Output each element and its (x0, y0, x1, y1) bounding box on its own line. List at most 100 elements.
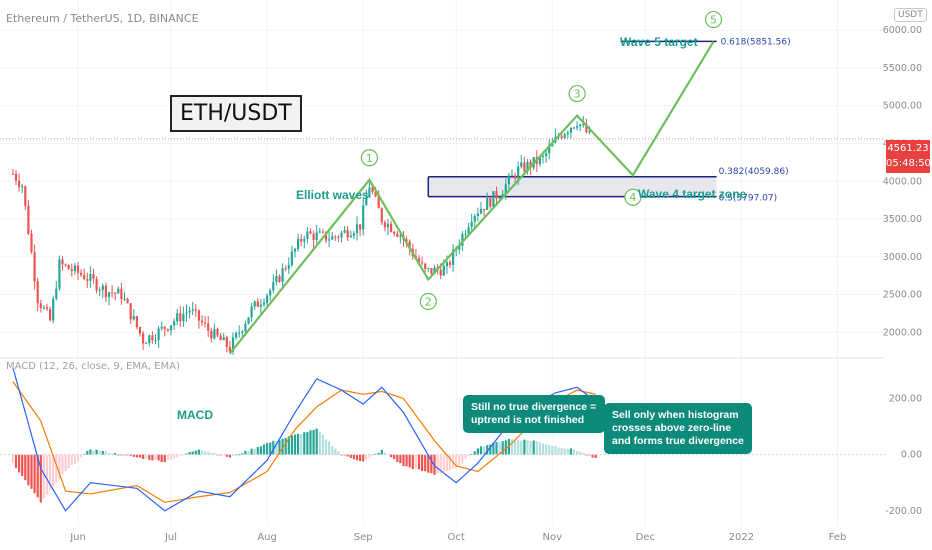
histogram-bar (417, 454, 421, 470)
candle-body (321, 231, 324, 233)
histogram-bar (95, 449, 98, 455)
histogram-bar (309, 430, 312, 455)
histogram-bar (560, 448, 563, 455)
histogram-bar (30, 454, 33, 489)
histogram-bar (517, 440, 520, 455)
histogram-bar (160, 454, 163, 463)
candle-body (377, 196, 380, 209)
histogram-bar (538, 442, 541, 455)
macd-indicator-title[interactable]: MACD (12, 26, close, 9, EMA, EMA) (6, 361, 180, 372)
candle-body (228, 347, 231, 352)
price-axis[interactable]: 2000.002500.003000.003500.004000.004500.… (883, 25, 922, 517)
histogram-bar (328, 441, 331, 455)
histogram-bar (253, 448, 256, 455)
histogram-bar (194, 450, 197, 455)
wave-3-number: 3 (574, 88, 581, 101)
elliott-wave-path (229, 40, 715, 355)
histogram-bar (526, 440, 529, 455)
macd-label: MACD (177, 408, 213, 422)
time-tick-label: Dec (636, 532, 655, 543)
candle-body (396, 233, 399, 237)
histogram-bar (92, 450, 95, 455)
histogram-bar (436, 454, 439, 474)
candle-body (55, 288, 58, 299)
time-tick-label: Jul (164, 532, 177, 543)
candle-body (241, 331, 244, 333)
candle-body (36, 281, 39, 304)
histogram-bar (166, 454, 169, 461)
histogram-bar (371, 454, 374, 456)
candle-body (80, 272, 83, 275)
histogram-bar (138, 454, 142, 458)
candle-body (132, 316, 135, 320)
histogram-bar (442, 454, 445, 472)
candle-body (244, 323, 247, 332)
histogram-bar (566, 449, 569, 455)
histogram-bar (52, 454, 55, 487)
histogram-bar (439, 454, 442, 474)
histogram-bar (355, 454, 359, 461)
candle-body (200, 320, 204, 323)
candle-body (517, 166, 520, 179)
candle-body (331, 236, 334, 240)
candle-body (73, 265, 76, 272)
candle-body (467, 227, 470, 234)
candle-body (117, 288, 120, 294)
candle-body (523, 162, 526, 172)
candle-body (266, 295, 269, 303)
candle-body (169, 325, 173, 331)
time-tick-label: Nov (543, 532, 563, 543)
candle-body (259, 304, 262, 307)
last-price-tag: 4561.23 05:48:50 (886, 140, 931, 173)
histogram-bar (278, 440, 281, 455)
histogram-bar (185, 453, 188, 455)
histogram-bar (399, 454, 402, 464)
candle-body (492, 191, 495, 207)
time-axis[interactable]: Jun Jul Aug Sep Oct Nov Dec 2022 Feb (69, 532, 846, 543)
wave-1-circle (360, 149, 378, 167)
candle-body (278, 276, 281, 282)
candle-body (315, 232, 318, 241)
wave4-zone-label: Wave 4 target zone (638, 187, 747, 201)
pair-label-box: ETH/USDT (170, 95, 302, 132)
histogram-bar (290, 435, 293, 455)
price-tick-label: 4000.00 (883, 176, 922, 187)
histogram-bar (390, 454, 393, 458)
candle-body (39, 303, 42, 309)
candle-body (67, 265, 70, 270)
price-tick-label: 2000.00 (883, 327, 922, 338)
candle-body (408, 241, 411, 249)
candle-body (222, 337, 225, 341)
time-tick-label: Feb (829, 532, 847, 543)
candle-body (262, 302, 266, 305)
histogram-bar (45, 454, 49, 495)
histogram-bar (204, 451, 207, 455)
histogram-bar (346, 454, 349, 457)
candle-body (576, 126, 579, 128)
currency-badge[interactable]: USDT (894, 8, 927, 22)
histogram-bar (200, 450, 204, 455)
candle-body (430, 268, 433, 274)
histogram-bar (572, 449, 576, 455)
histogram-bar (148, 454, 151, 460)
candle-body (303, 238, 306, 242)
histogram-bar (535, 441, 538, 455)
histogram-bar (324, 439, 328, 455)
histogram-bar (541, 443, 545, 455)
candle-body (281, 268, 284, 282)
candle-body (417, 258, 421, 263)
bar-countdown: 05:48:50 (886, 158, 931, 169)
candle-body (197, 310, 200, 321)
histogram-bar (529, 440, 532, 455)
candle-body (464, 233, 467, 235)
histogram-bar (548, 444, 551, 455)
histogram-bar (486, 445, 489, 455)
histogram-bar (247, 451, 250, 455)
candle-body (24, 186, 27, 206)
wave5-target-label: Wave 5 target (620, 35, 698, 49)
histogram-bar (275, 441, 278, 455)
note-sell: Sell only when histogram crosses above z… (604, 403, 752, 454)
histogram-bar (231, 454, 235, 457)
candle-body (383, 222, 386, 228)
